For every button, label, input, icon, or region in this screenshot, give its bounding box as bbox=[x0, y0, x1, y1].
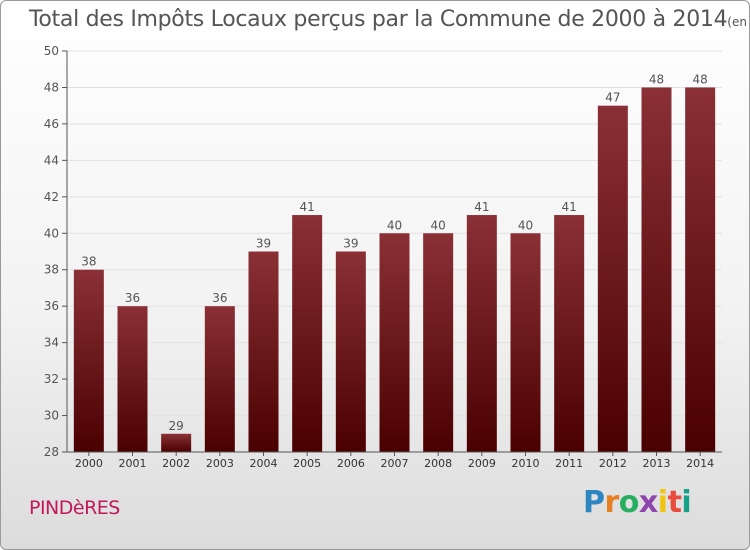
data-label: 47 bbox=[605, 91, 620, 105]
data-label: 29 bbox=[169, 419, 184, 433]
y-tick-label: 30 bbox=[44, 409, 59, 423]
x-tick-label: 2001 bbox=[119, 457, 147, 470]
bar bbox=[423, 233, 454, 452]
bar bbox=[510, 233, 541, 452]
data-label: 48 bbox=[693, 72, 708, 86]
bar bbox=[685, 87, 716, 453]
data-label: 41 bbox=[300, 200, 315, 214]
logo-letter: r bbox=[604, 485, 620, 520]
logo-letter: t bbox=[667, 485, 682, 520]
logo-letter: x bbox=[638, 485, 658, 520]
bar bbox=[379, 233, 410, 452]
x-tick-label: 2007 bbox=[381, 457, 409, 470]
y-tick-label: 40 bbox=[44, 226, 59, 240]
labels: 28 30 32 34 36 38 40 42 44 46 48 50 38 2000 36 2001 29 20… bbox=[44, 44, 714, 470]
y-tick-label: 32 bbox=[44, 372, 59, 386]
data-label: 38 bbox=[81, 255, 96, 269]
x-tick-label: 2011 bbox=[555, 457, 583, 470]
proxiti-logo[interactable]: Proxiti bbox=[583, 485, 692, 520]
x-tick-label: 2003 bbox=[206, 457, 234, 470]
y-tick-label: 28 bbox=[44, 445, 59, 459]
y-tick-label: 48 bbox=[44, 80, 59, 94]
x-tick-label: 2005 bbox=[293, 457, 321, 470]
data-label: 36 bbox=[212, 291, 227, 305]
data-label: 40 bbox=[387, 218, 402, 232]
data-label: 39 bbox=[343, 237, 358, 251]
bar bbox=[554, 215, 585, 452]
data-label: 40 bbox=[431, 218, 446, 232]
data-label: 40 bbox=[518, 218, 533, 232]
bar bbox=[466, 215, 497, 452]
bar bbox=[73, 269, 104, 452]
logo-letter: o bbox=[618, 485, 640, 520]
logo-letter: i bbox=[681, 485, 692, 520]
data-label: 39 bbox=[256, 237, 271, 251]
x-tick-label: 2002 bbox=[162, 457, 190, 470]
bar bbox=[161, 433, 192, 452]
x-tick-label: 2008 bbox=[424, 457, 452, 470]
y-tick-label: 46 bbox=[44, 117, 59, 131]
x-tick-label: 2006 bbox=[337, 457, 365, 470]
chart-title-text: Total des Impôts Locaux perçus par la Co… bbox=[29, 7, 728, 32]
bar bbox=[117, 306, 148, 452]
data-label: 41 bbox=[474, 200, 489, 214]
data-label: 48 bbox=[649, 72, 664, 86]
chart-unit: (en milliers d'€) bbox=[727, 15, 749, 29]
y-tick-label: 34 bbox=[44, 336, 59, 350]
bar bbox=[597, 105, 628, 452]
axes bbox=[62, 50, 722, 456]
x-tick-label: 2014 bbox=[686, 457, 714, 470]
x-tick-label: 2009 bbox=[468, 457, 496, 470]
data-label: 41 bbox=[562, 200, 577, 214]
y-tick-label: 36 bbox=[44, 299, 59, 313]
bars bbox=[73, 87, 716, 453]
commune-name: PINDèRES bbox=[29, 497, 120, 519]
logo-letter: i bbox=[657, 485, 668, 520]
x-tick-label: 2010 bbox=[512, 457, 540, 470]
chart-title: Total des Impôts Locaux perçus par la Co… bbox=[29, 7, 749, 32]
x-tick-label: 2012 bbox=[599, 457, 627, 470]
bar bbox=[641, 87, 672, 453]
y-tick-label: 50 bbox=[44, 44, 59, 58]
bar bbox=[292, 215, 323, 452]
logo-letter: P bbox=[583, 485, 605, 520]
y-tick-label: 44 bbox=[44, 153, 59, 167]
bar bbox=[248, 251, 279, 452]
y-tick-label: 42 bbox=[44, 190, 59, 204]
x-tick-label: 2004 bbox=[250, 457, 278, 470]
data-label: 36 bbox=[125, 291, 140, 305]
bar bbox=[204, 306, 235, 452]
x-tick-label: 2013 bbox=[643, 457, 671, 470]
x-tick-label: 2000 bbox=[75, 457, 103, 470]
y-tick-label: 38 bbox=[44, 263, 59, 277]
bar bbox=[335, 251, 366, 452]
